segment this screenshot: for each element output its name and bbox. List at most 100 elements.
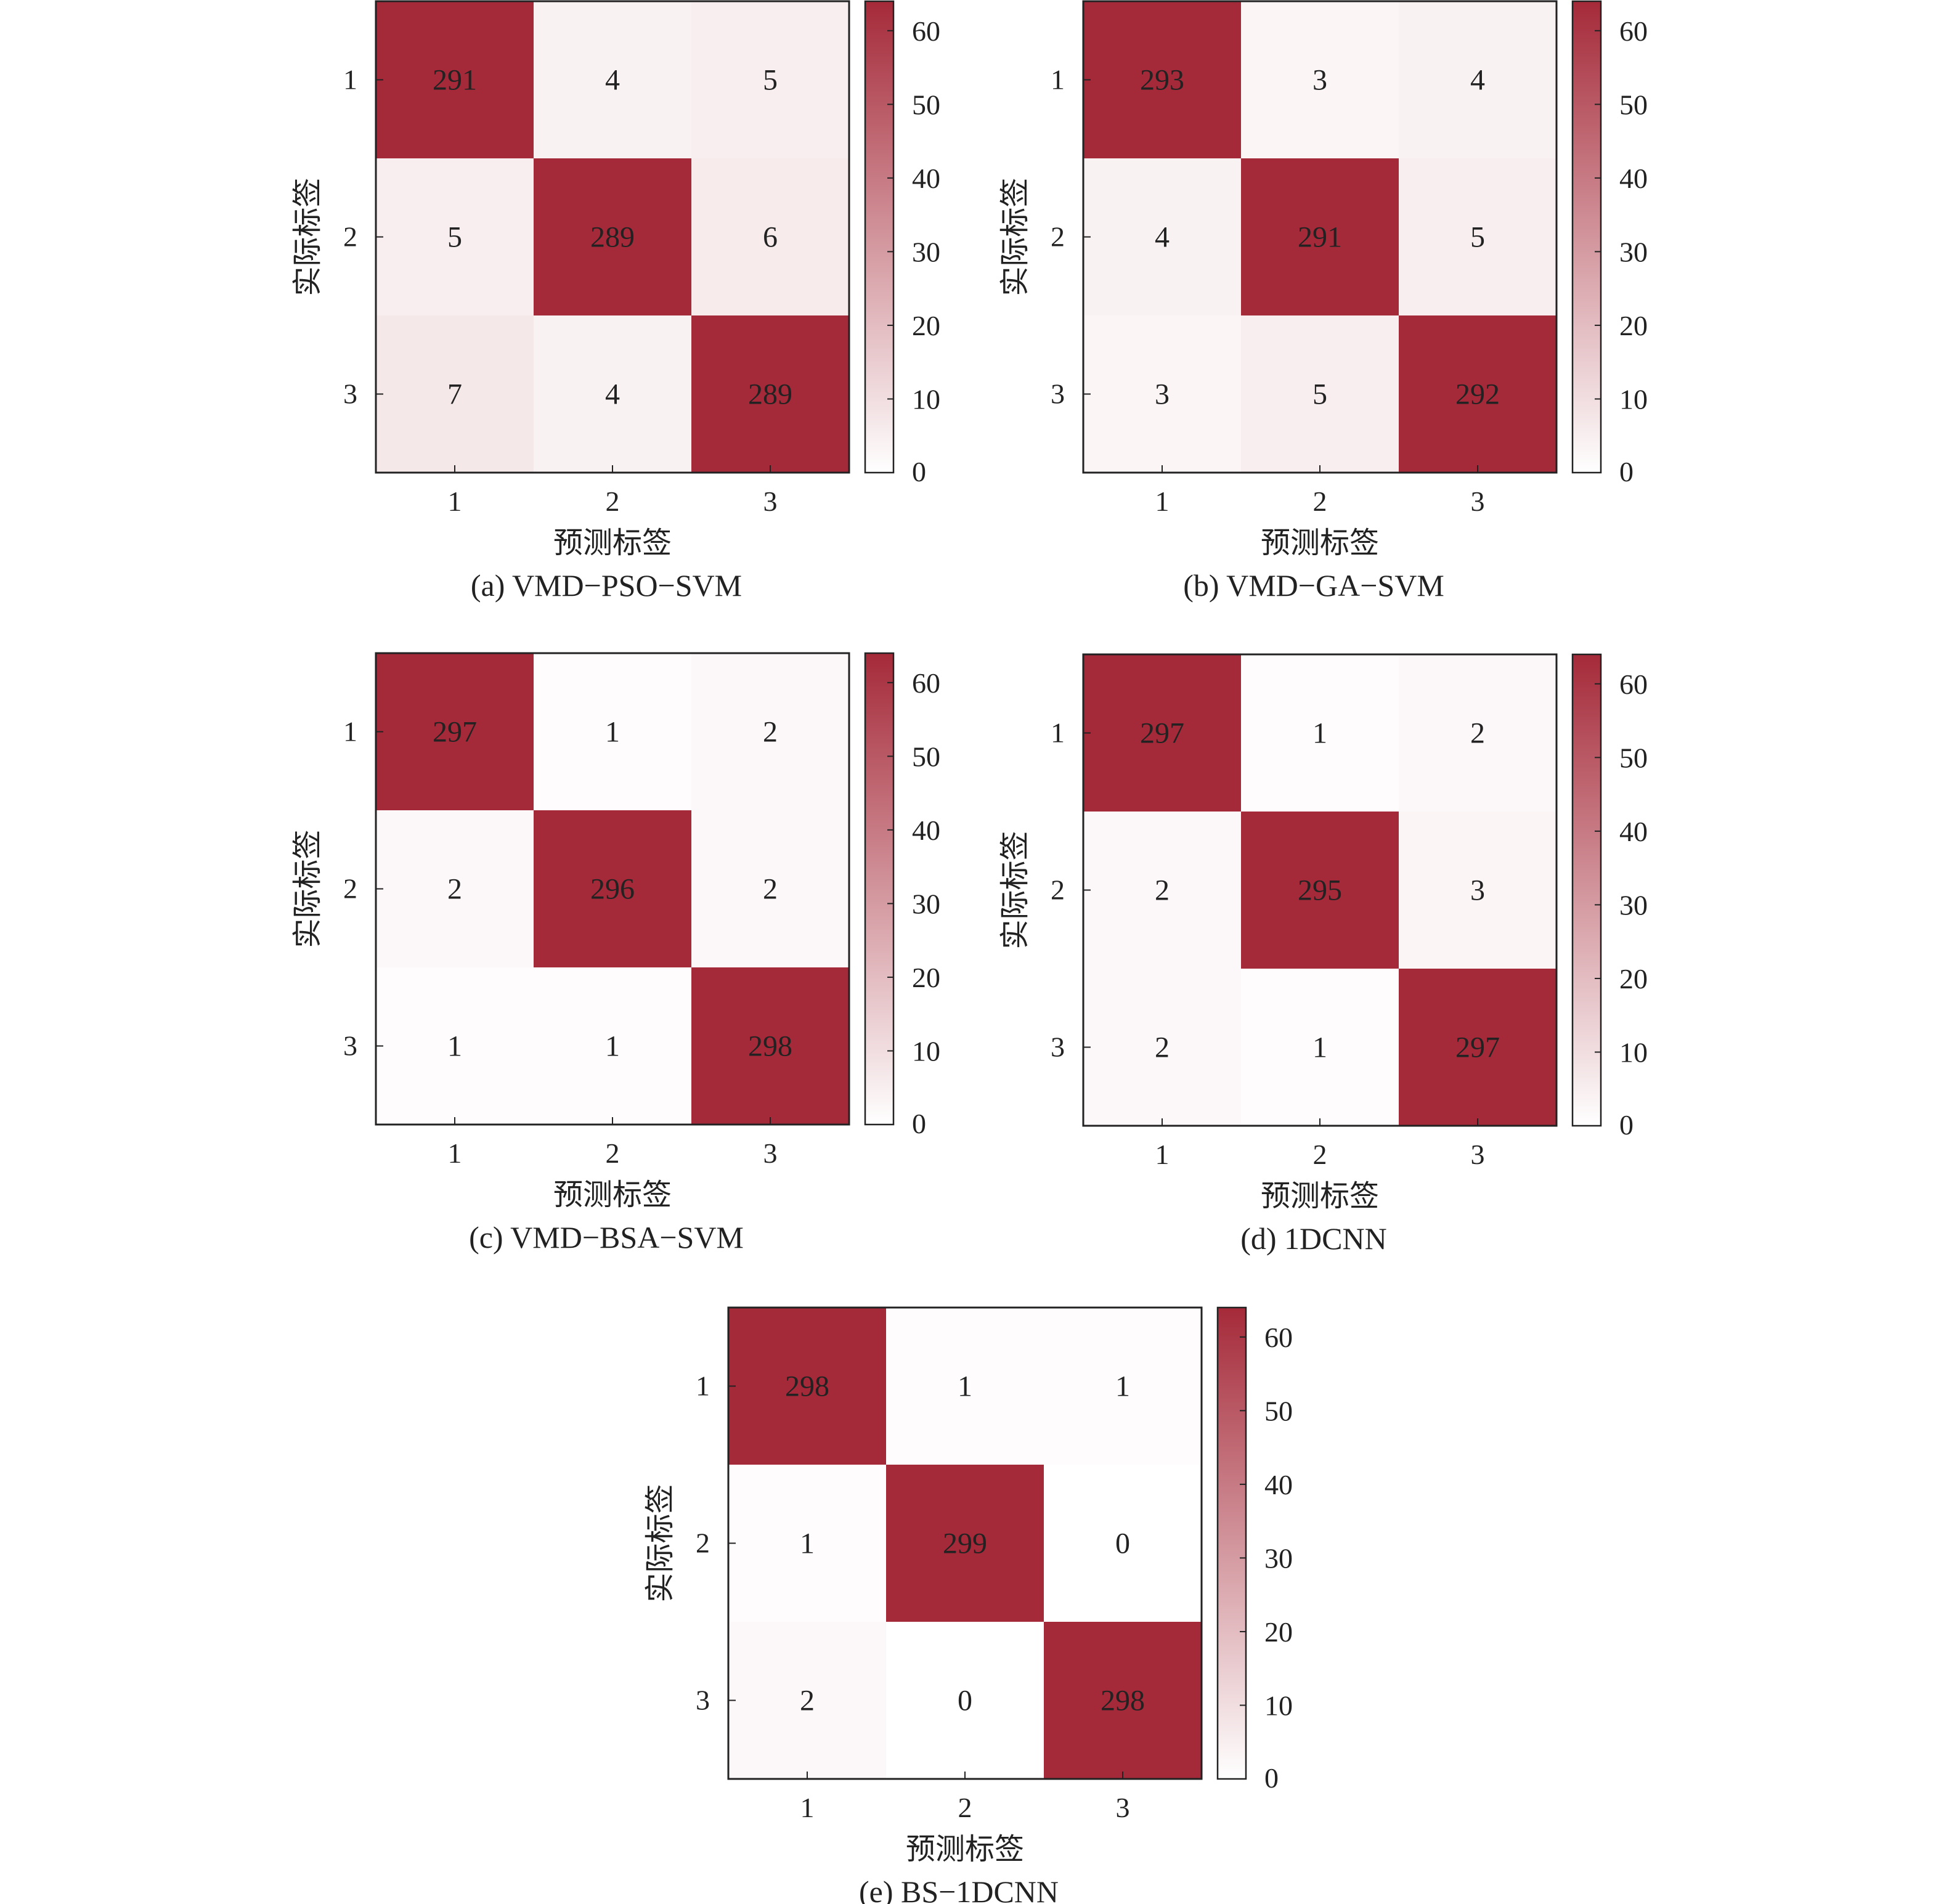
heatmap-cell	[1083, 1, 1241, 158]
panel-caption: (a) VMD−PSO−SVM	[471, 568, 742, 603]
cell-value-label: 291	[433, 64, 477, 97]
colorbar-tick-label: 0	[1619, 1109, 1634, 1141]
y-tick-label: 3	[343, 378, 357, 410]
colorbar-tick-label: 40	[912, 163, 940, 194]
cell-value-label: 296	[590, 873, 635, 906]
colorbar-tick-label: 0	[912, 1108, 926, 1139]
y-axis-title: 实际标签	[643, 1484, 677, 1602]
colorbar-tick-label: 50	[912, 89, 940, 120]
heatmap-cell	[376, 810, 534, 967]
heatmap-cell	[1399, 315, 1556, 473]
heatmap-cell	[1399, 654, 1556, 812]
confusion-matrix-panel: 297 1 2 2 295 3 2 1 297 1 2 3 1 2 3 预测标签 实际标签 (d) 1DCNN 0 1…	[998, 653, 1648, 1256]
colorbar-tick-label: 50	[1619, 89, 1648, 120]
cell-value-label: 298	[748, 1030, 792, 1063]
colorbar-tick-label: 30	[1619, 236, 1648, 267]
y-tick-label: 2	[1051, 221, 1065, 253]
cell-value-label: 1	[605, 1030, 620, 1063]
x-axis-title: 预测标签	[906, 1832, 1024, 1866]
cell-value-label: 297	[433, 716, 477, 749]
y-tick-label: 2	[696, 1528, 710, 1559]
y-tick-label: 2	[1051, 874, 1065, 906]
heatmap-cell	[376, 158, 534, 315]
cell-value-label: 1	[447, 1030, 462, 1063]
cell-value-label: 4	[1470, 64, 1485, 97]
colorbar-tick-label: 60	[1619, 15, 1648, 47]
heatmap-cell	[1241, 654, 1399, 812]
y-tick-label: 3	[343, 1030, 357, 1062]
cell-value-label: 2	[1155, 1031, 1170, 1064]
cell-value-label: 299	[943, 1528, 987, 1560]
cell-value-label: 298	[785, 1370, 829, 1403]
cell-value-label: 1	[958, 1370, 972, 1403]
cell-value-label: 0	[1115, 1528, 1130, 1560]
cell-value-label: 4	[1155, 221, 1170, 254]
cell-value-label: 289	[748, 378, 792, 411]
heatmap-cell	[691, 653, 849, 810]
confusion-matrix-panel: 297 1 2 2 296 2 1 1 298 1 2 3 1 2 3 预测标签 实际标签 (c) VMD−BSA…	[290, 652, 940, 1255]
cell-value-label: 298	[1101, 1685, 1145, 1717]
heatmap-cell	[534, 810, 691, 967]
y-tick-label: 3	[1051, 1031, 1065, 1063]
cell-value-label: 6	[763, 221, 778, 254]
heatmap-cell	[376, 653, 534, 810]
x-axis-title: 预测标签	[1261, 1179, 1379, 1213]
colorbar-tick-label: 10	[912, 1035, 940, 1067]
heatmap-cell	[534, 158, 691, 315]
cell-value-label: 292	[1455, 378, 1500, 411]
heatmap-cell	[728, 1308, 886, 1465]
x-tick-label: 2	[606, 1137, 620, 1169]
heatmap-cell	[691, 315, 849, 473]
x-axis-title: 预测标签	[1261, 526, 1379, 560]
cell-value-label: 2	[800, 1685, 815, 1717]
heatmap-cell	[691, 158, 849, 315]
cell-value-label: 1	[800, 1528, 815, 1560]
heatmap-cell	[376, 967, 534, 1125]
heatmap-cell	[1241, 1, 1399, 158]
colorbar	[864, 0, 895, 474]
heatmap-cell	[1399, 158, 1556, 315]
colorbar-tick-label: 0	[1264, 1762, 1279, 1794]
colorbar-tick-label: 0	[912, 456, 926, 487]
heatmap-cell	[534, 653, 691, 810]
heatmap-cell	[1399, 969, 1556, 1126]
y-axis-title: 实际标签	[290, 829, 325, 948]
x-tick-label: 2	[1313, 1139, 1327, 1170]
panel-caption: (d) 1DCNN	[1240, 1221, 1386, 1256]
cell-value-label: 291	[1298, 221, 1342, 254]
y-tick-label: 1	[1051, 717, 1065, 749]
x-tick-label: 1	[800, 1792, 815, 1823]
x-tick-label: 1	[448, 486, 462, 517]
cell-value-label: 297	[1140, 717, 1184, 750]
heatmap-cell	[1241, 969, 1399, 1126]
cell-value-label: 2	[1155, 874, 1170, 907]
colorbar-tick-label: 0	[1619, 456, 1634, 487]
y-tick-label: 3	[696, 1685, 710, 1716]
cell-value-label: 7	[447, 378, 462, 411]
heatmap-cell	[534, 967, 691, 1125]
x-tick-label: 1	[1155, 486, 1170, 517]
confusion-matrix-panel: 291 4 5 5 289 6 7 4 289 1 2 3 1 2 3 预测标签 实际标签 (a) VMD−PSO…	[290, 0, 940, 603]
y-tick-label: 1	[696, 1370, 710, 1402]
y-tick-label: 3	[1051, 378, 1065, 410]
heatmap-cell	[691, 967, 849, 1125]
heatmap-cell	[1083, 158, 1241, 315]
heatmap-cell	[376, 315, 534, 473]
heatmap-cell	[1399, 1, 1556, 158]
colorbar	[1216, 1306, 1247, 1780]
panel-caption: (c) VMD−BSA−SVM	[469, 1220, 744, 1255]
cell-value-label: 2	[447, 873, 462, 906]
colorbar-tick-label: 40	[912, 815, 940, 846]
cell-value-label: 3	[1470, 874, 1485, 907]
cell-value-label: 4	[605, 64, 620, 97]
cell-value-label: 4	[605, 378, 620, 411]
x-tick-label: 3	[1116, 1792, 1130, 1823]
y-tick-label: 1	[343, 716, 357, 747]
cell-value-label: 3	[1312, 64, 1327, 97]
colorbar-tick-label: 10	[1619, 1036, 1648, 1068]
heatmap-cell	[1083, 654, 1241, 812]
cell-value-label: 1	[1312, 717, 1327, 750]
heatmap-cell	[1083, 969, 1241, 1126]
heatmap-cell	[691, 1, 849, 158]
